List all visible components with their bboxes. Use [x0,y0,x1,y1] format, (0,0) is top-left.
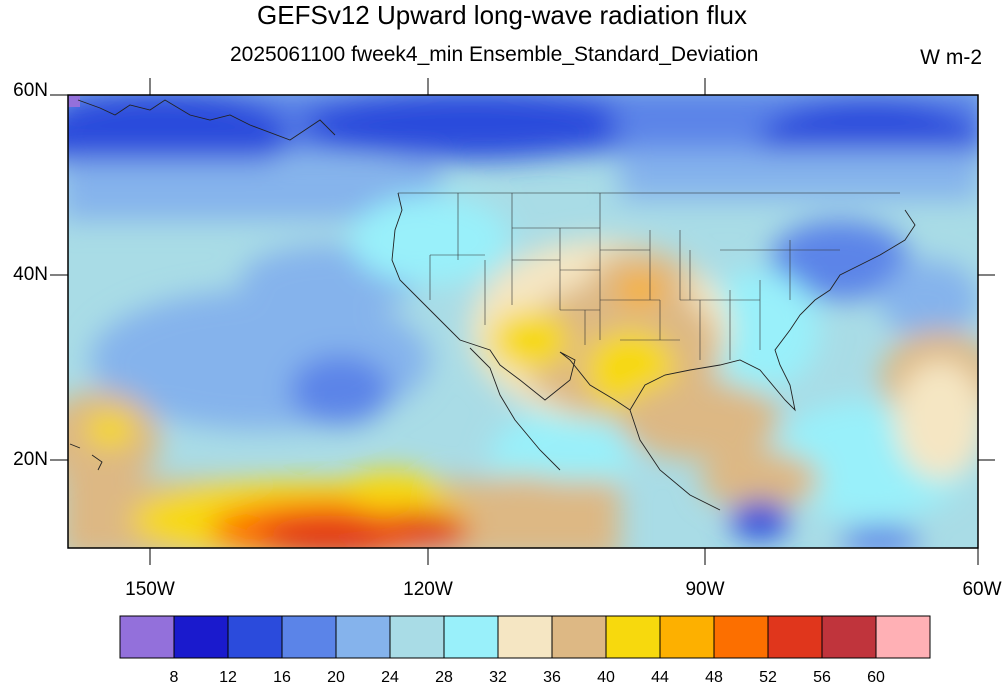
lon-label-150w: 150W [125,579,175,600]
units-label: W m-2 [920,46,982,69]
colorbar-swatch [389,615,445,659]
colorbar-swatch [173,615,229,659]
colorbar-swatch [335,615,391,659]
lat-label-20n: 20N [13,449,48,470]
field-shading [68,95,978,548]
map-frame [67,94,979,549]
coastlines [69,99,916,511]
state-borders [429,193,840,360]
colorbar-tick-label: 48 [705,669,723,686]
lon-label-120w: 120W [403,579,453,600]
colorbar-tick-label: 20 [327,669,345,686]
colorbar-swatch [497,615,553,659]
colorbar-tick-label: 24 [381,669,399,686]
colorbar-swatch [551,615,607,659]
map-title: GEFSv12 Upward long-wave radiation flux [257,0,747,30]
lon-label-60w: 60W [962,579,1002,600]
colorbar-tick-label: 40 [597,669,615,686]
colorbar-tick-label: 32 [489,669,507,686]
colorbar-swatch [767,615,823,659]
lat-label-60n: 60N [13,80,48,101]
colorbar-tick-label: 12 [219,669,237,686]
colorbar-swatch [659,615,715,659]
colorbar-swatch [713,615,769,659]
colorbar-tick-label: 36 [543,669,561,686]
colorbar-tick-label: 56 [813,669,831,686]
colorbar-tick-label: 16 [273,669,291,686]
colorbar-swatch [443,615,499,659]
colorbar-tick-label: 8 [169,669,179,686]
colorbar-swatch [821,615,877,659]
colorbar-tick-label: 44 [651,669,669,686]
lon-label-90w: 90W [685,579,725,600]
map-subtitle: 2025061100 fweek4_min Ensemble_Standard_… [230,43,759,66]
colorbar-swatch [605,615,661,659]
colorbar-swatch [119,615,175,659]
colorbar-swatch [281,615,337,659]
lat-label-40n: 40N [13,264,48,285]
colorbar-tick-label: 60 [867,669,885,686]
colorbar-tick-label: 52 [759,669,777,686]
colorbar-swatch [227,615,283,659]
colorbar-swatch [875,615,931,659]
colorbar-tick-label: 28 [435,669,453,686]
axis-ticks [50,78,995,565]
